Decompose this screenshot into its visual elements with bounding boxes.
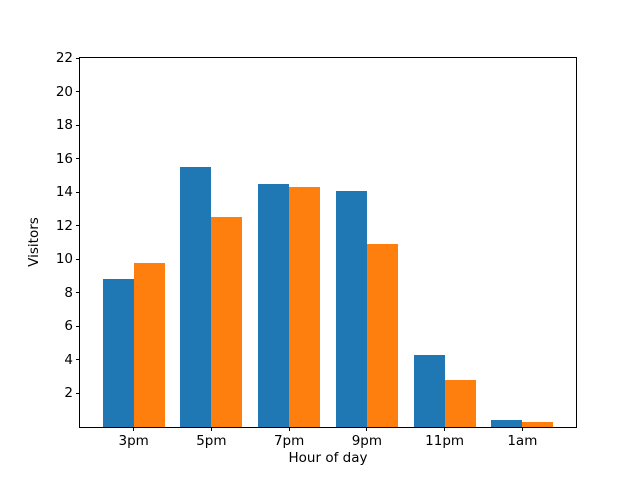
x-tick: [133, 427, 135, 431]
x-tick: [444, 427, 446, 431]
y-tick: [76, 292, 80, 294]
y-tick: [76, 158, 80, 160]
x-tick: [366, 427, 368, 431]
x-tick: [521, 427, 523, 431]
bar-series-1-9pm: [335, 190, 367, 427]
bar-series-2-9pm: [366, 244, 398, 427]
bar-series-1-1am: [491, 420, 523, 427]
x-tick: [210, 427, 212, 431]
y-tick: [76, 258, 80, 260]
x-tick-label: 9pm: [351, 433, 383, 449]
bar-series-1-3pm: [102, 279, 134, 427]
x-tick-label: 11pm: [425, 433, 465, 449]
bar-series-2-5pm: [211, 217, 243, 427]
x-tick-label: 5pm: [196, 433, 227, 449]
bar-series-1-7pm: [258, 183, 290, 427]
y-tick-label: 16: [55, 150, 73, 167]
y-tick: [76, 359, 80, 361]
bar-series-2-3pm: [133, 262, 165, 427]
y-tick: [76, 124, 80, 126]
x-tick-label: 7pm: [273, 433, 305, 449]
y-tick: [76, 57, 80, 59]
y-tick: [76, 191, 80, 193]
x-tick-label: 1am: [507, 433, 538, 449]
bar-series-1-5pm: [180, 167, 212, 427]
y-tick: [76, 225, 80, 227]
y-tick: [76, 325, 80, 327]
y-tick-label: 6: [64, 318, 73, 335]
bar-series-2-7pm: [289, 187, 321, 427]
y-tick: [76, 392, 80, 394]
y-tick-label: 8: [64, 284, 73, 301]
y-tick-label: 12: [55, 217, 73, 234]
bar-series-2-11pm: [444, 380, 476, 427]
x-axis-label: Hour of day: [288, 450, 368, 466]
bar-series-1-11pm: [413, 354, 445, 427]
y-tick-label: 2: [64, 385, 73, 402]
y-tick-label: 10: [55, 251, 73, 268]
bar-series-2-1am: [522, 421, 554, 427]
y-tick-label: 20: [55, 83, 73, 100]
y-tick-label: 4: [64, 351, 73, 368]
y-tick-label: 14: [55, 184, 73, 201]
y-tick-label: 18: [55, 117, 73, 134]
plot-area: [79, 57, 577, 428]
y-tick-label: 22: [55, 50, 73, 66]
y-tick: [76, 91, 80, 93]
x-tick: [288, 427, 290, 431]
x-tick-label: 3pm: [118, 433, 149, 449]
